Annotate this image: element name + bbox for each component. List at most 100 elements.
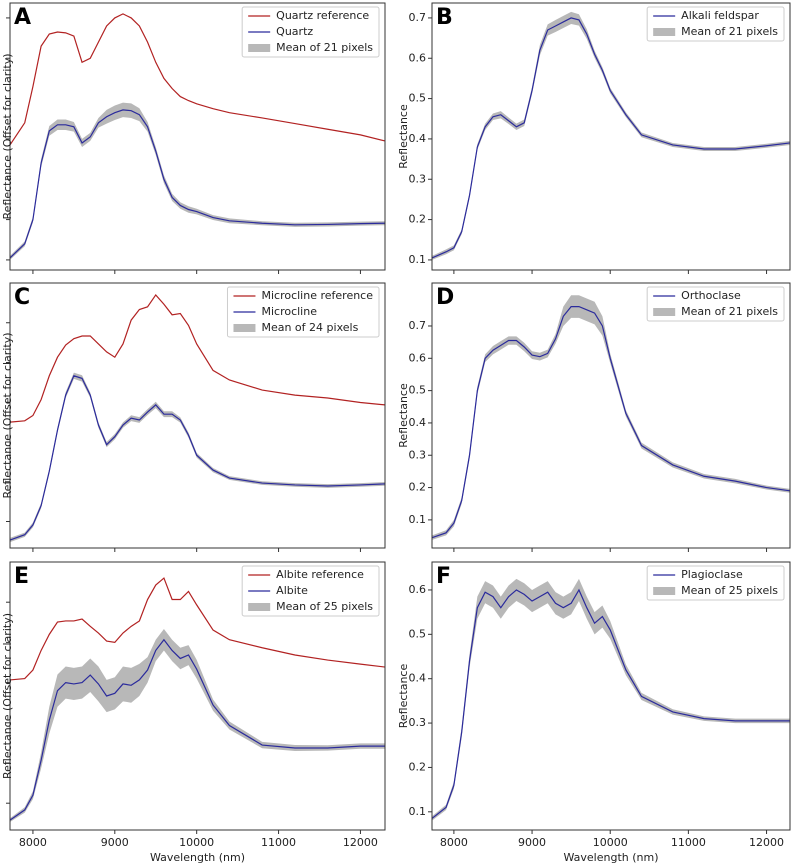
x-tick-label: 10000	[179, 836, 214, 849]
panel-letter: C	[14, 285, 30, 310]
axes-frame	[431, 282, 791, 549]
legend-box	[226, 286, 380, 338]
panel-letter: A	[14, 5, 31, 30]
legend: Quartz reference Quartz Mean of 21 pixels	[241, 6, 380, 58]
y-tick-label: 0.5	[409, 627, 427, 640]
y-tick-label: 0.7	[409, 11, 427, 24]
legend: Plagioclase Mean of 25 pixels	[646, 565, 785, 601]
band	[10, 372, 385, 543]
y-tick-label: 0.5	[409, 384, 427, 397]
legend-swatch	[248, 44, 271, 52]
x-axis-label: Wavelength (nm)	[563, 851, 658, 864]
y-axis-label: Reflectance (Offset for clarity)	[1, 613, 14, 779]
legend-swatch	[653, 587, 676, 595]
legend-swatch	[248, 603, 271, 611]
y-axis-label: Reflectance	[397, 104, 410, 169]
legend-label: Mean of 24 pixels	[261, 321, 358, 334]
panel: 0.1 0.2 0.3 0.4 0.5 0.6 0.7 B Reflectance Alkali …	[397, 2, 791, 274]
line	[431, 588, 790, 819]
panel: 8000 9000 10000 11000 12000 0.1 0.2 0.3 0.4 0.5 0.…	[397, 561, 791, 864]
legend-label: Mean of 25 pixels	[681, 584, 778, 597]
legend-box	[241, 565, 380, 617]
y-tick-label: 0.2	[409, 481, 427, 494]
y-axis-label: Reflectance (Offset for clarity)	[1, 333, 14, 499]
y-tick-label: 0.1	[409, 513, 427, 526]
x-tick-label: 12000	[343, 836, 378, 849]
legend-label: Albite reference	[276, 568, 364, 581]
panel: A Reflectance (Offset for clarity) Quartz …	[1, 2, 386, 274]
y-tick-label: 0.7	[409, 319, 427, 332]
line	[431, 17, 791, 259]
band	[432, 295, 790, 540]
x-tick-label: 11000	[671, 836, 706, 849]
legend-swatch	[653, 308, 676, 316]
band	[432, 11, 790, 260]
band	[10, 102, 385, 260]
axes-frame	[9, 2, 386, 271]
y-tick-label: 0.5	[409, 92, 427, 105]
x-axis-label: Wavelength (nm)	[150, 851, 245, 864]
legend-swatch	[653, 28, 676, 36]
line	[9, 375, 386, 541]
line	[431, 305, 791, 539]
legend-label: Albite	[276, 584, 308, 597]
band	[432, 578, 790, 821]
legend-box	[646, 565, 785, 601]
legend-label: Mean of 21 pixels	[681, 25, 778, 38]
y-tick-label: 0.1	[409, 805, 427, 818]
panel: C Reflectance (Offset for clarity) Microcl…	[1, 282, 386, 552]
line	[9, 577, 386, 681]
legend-label: Orthoclase	[681, 289, 741, 302]
panel-letter: F	[436, 564, 451, 589]
legend-label: Mean of 21 pixels	[681, 305, 778, 318]
line	[9, 293, 386, 423]
x-tick-label: 11000	[261, 836, 296, 849]
y-tick-label: 0.2	[409, 760, 427, 773]
x-tick-label: 8000	[19, 836, 47, 849]
line	[9, 109, 386, 259]
legend-label: Alkali feldspar	[681, 9, 759, 22]
y-tick-label: 0.4	[409, 132, 427, 145]
y-tick-label: 0.1	[409, 253, 427, 266]
panel: 8000 9000 10000 11000 12000 E Reflectance (Off…	[1, 561, 386, 864]
panel-letter: B	[436, 5, 453, 30]
axes-frame	[431, 2, 791, 271]
legend-box	[241, 6, 380, 58]
y-tick-label: 0.4	[409, 672, 427, 685]
legend-box	[646, 6, 785, 42]
panel-letter: D	[436, 285, 454, 310]
x-tick-label: 9000	[518, 836, 546, 849]
legend: Microcline reference Microcline Mean of 24…	[226, 286, 380, 338]
y-tick-label: 0.6	[409, 583, 427, 596]
legend-label: Microcline	[261, 305, 317, 318]
y-axis-label: Reflectance (Offset for clarity)	[1, 54, 14, 220]
axes-frame	[9, 561, 386, 831]
panel-letter: E	[14, 564, 29, 589]
legend: Albite reference Albite Mean of 25 pixels	[241, 565, 380, 617]
legend-swatch	[233, 324, 256, 332]
panel: 0.1 0.2 0.3 0.4 0.5 0.6 0.7 D Reflectance Orthocl…	[397, 282, 791, 552]
line	[9, 13, 386, 146]
x-tick-label: 12000	[749, 836, 784, 849]
y-tick-label: 0.4	[409, 416, 427, 429]
y-tick-label: 0.6	[409, 351, 427, 364]
axes-frame	[431, 561, 791, 831]
x-tick-label: 9000	[101, 836, 129, 849]
legend-box	[646, 286, 785, 322]
y-axis-label: Reflectance	[397, 383, 410, 448]
x-tick-label: 8000	[440, 836, 468, 849]
legend-label: Mean of 25 pixels	[276, 600, 373, 613]
legend-label: Plagioclase	[681, 568, 743, 581]
y-tick-label: 0.3	[409, 448, 427, 461]
legend-label: Microcline reference	[261, 289, 373, 302]
legend: Alkali feldspar Mean of 21 pixels	[646, 6, 785, 42]
legend: Orthoclase Mean of 21 pixels	[646, 286, 785, 322]
legend-label: Quartz reference	[276, 9, 369, 22]
band	[10, 629, 385, 822]
legend-label: Mean of 21 pixels	[276, 41, 373, 54]
y-tick-label: 0.6	[409, 51, 427, 64]
y-axis-label: Reflectance	[397, 664, 410, 729]
line	[9, 638, 385, 821]
x-tick-label: 10000	[593, 836, 628, 849]
